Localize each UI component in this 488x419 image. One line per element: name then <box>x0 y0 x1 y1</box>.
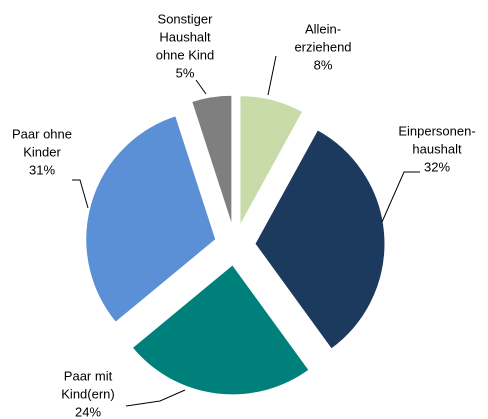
value-label: 32% <box>424 159 450 174</box>
slice-label: Kinder <box>23 144 61 159</box>
slice-label: ohne Kind <box>156 47 215 62</box>
value-label: 5% <box>176 65 195 80</box>
leader-line <box>267 55 277 96</box>
slice-label: Allein- <box>305 21 341 36</box>
slice-label: Kind(ern) <box>61 386 114 401</box>
slice-label: Paar ohne <box>12 126 72 141</box>
pie-slice <box>85 115 217 323</box>
value-label: 8% <box>314 57 333 72</box>
slice-label: erziehend <box>294 39 351 54</box>
slice-label: Einpersonen- <box>398 123 475 138</box>
value-label: 24% <box>75 404 101 419</box>
pie-slice <box>254 129 386 350</box>
slice-label: haushalt <box>412 141 462 156</box>
pie-slice <box>239 95 304 226</box>
leader-line <box>72 179 89 209</box>
slice-label: Haushalt <box>159 29 211 44</box>
value-label: 31% <box>29 162 55 177</box>
leader-line <box>195 79 207 95</box>
slice-label: Sonstiger <box>158 11 214 26</box>
leader-line <box>125 389 186 407</box>
pie-slice <box>191 94 233 226</box>
leader-line <box>381 171 420 223</box>
slice-label: Paar mit <box>64 368 113 383</box>
pie-slice <box>131 264 310 396</box>
